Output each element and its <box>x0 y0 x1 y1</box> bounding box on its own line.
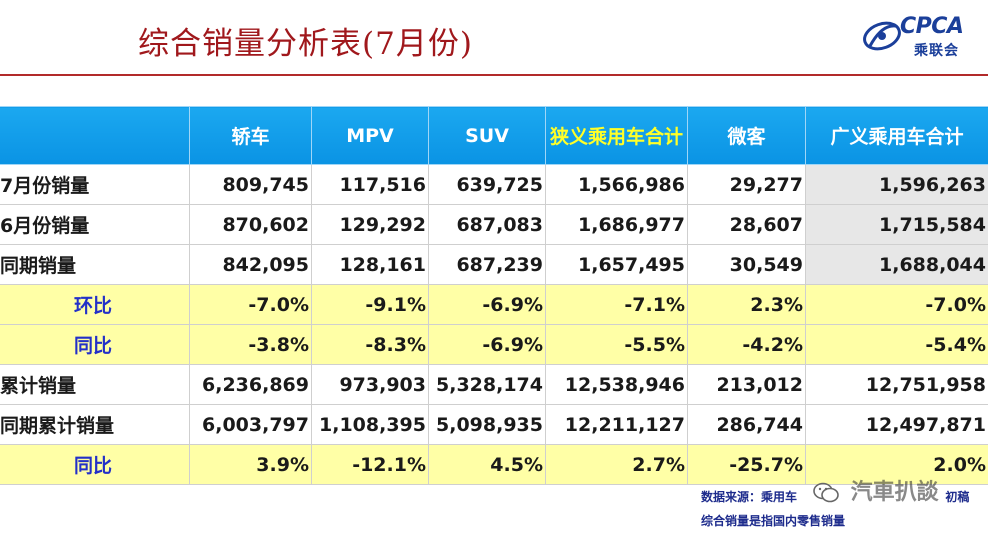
header-cell-narrow-total: 狭义乘用车合计 <box>545 106 688 165</box>
table-cell: -8.3% <box>311 324 429 365</box>
source-note-prefix: 数据来源：乘用车 <box>701 490 798 504</box>
cpca-emblem-icon <box>863 21 901 51</box>
table-cell: 2.0% <box>805 444 988 485</box>
table-cell: -25.7% <box>687 444 806 485</box>
row-label: 同比 <box>0 444 190 485</box>
table-cell: -9.1% <box>311 284 429 325</box>
header-cell-suv: SUV <box>428 106 546 165</box>
title-divider <box>0 74 988 76</box>
table-cell: 2.7% <box>545 444 688 485</box>
table-cell: -7.0% <box>805 284 988 325</box>
header-cell-empty <box>0 106 190 165</box>
table-row: 6月份销量 870,602 129,292 687,083 1,686,977 … <box>0 204 988 245</box>
table-cell: 117,516 <box>311 164 429 205</box>
table-row: 累计销量 6,236,869 973,903 5,328,174 12,538,… <box>0 364 988 405</box>
table-cell: 30,549 <box>687 244 806 285</box>
table-row-ratio: 同比 3.9% -12.1% 4.5% 2.7% -25.7% 2.0% <box>0 444 988 485</box>
table-row-ratio: 环比 -7.0% -9.1% -6.9% -7.1% 2.3% -7.0% <box>0 284 988 325</box>
table-cell: 1,596,263 <box>805 164 988 205</box>
source-note: 数据来源：乘用车 初稿 <box>701 488 969 505</box>
page-title: 综合销量分析表(7月份) <box>138 26 473 62</box>
row-label: 7月份销量 <box>0 164 190 205</box>
logo-text-cn: 乘联会 <box>914 43 959 59</box>
table-cell: 12,211,127 <box>545 404 688 445</box>
table-cell: 1,657,495 <box>545 244 688 285</box>
table-cell: 4.5% <box>428 444 546 485</box>
table-header-row: 轿车 MPV SUV 狭义乘用车合计 微客 广义乘用车合计 <box>0 106 988 165</box>
table-cell: -7.0% <box>189 284 312 325</box>
table-cell: 286,744 <box>687 404 806 445</box>
table-cell: 128,161 <box>311 244 429 285</box>
table-cell: 973,903 <box>311 364 429 405</box>
table-cell: 1,715,584 <box>805 204 988 245</box>
table-cell: 5,328,174 <box>428 364 546 405</box>
table-cell: 842,095 <box>189 244 312 285</box>
source-note-suffix: 初稿 <box>945 490 970 504</box>
definition-note: 综合销量是指国内零售销量 <box>701 514 846 528</box>
row-label: 同比 <box>0 324 190 365</box>
header-cell-sedan: 轿车 <box>189 106 312 165</box>
table-cell: 6,236,869 <box>189 364 312 405</box>
row-label: 同期累计销量 <box>0 404 190 445</box>
table-cell: 12,538,946 <box>545 364 688 405</box>
table-cell: -7.1% <box>545 284 688 325</box>
sales-table: 轿车 MPV SUV 狭义乘用车合计 微客 广义乘用车合计 7月份销量 809,… <box>0 106 988 485</box>
table-cell: 639,725 <box>428 164 546 205</box>
table-cell: 28,607 <box>687 204 806 245</box>
table-cell: 129,292 <box>311 204 429 245</box>
table-cell: 29,277 <box>687 164 806 205</box>
table-cell: 687,239 <box>428 244 546 285</box>
table-cell: 12,497,871 <box>805 404 988 445</box>
table-cell: 12,751,958 <box>805 364 988 405</box>
row-label: 同期销量 <box>0 244 190 285</box>
table-row: 同期累计销量 6,003,797 1,108,395 5,098,935 12,… <box>0 404 988 445</box>
table-cell: -5.4% <box>805 324 988 365</box>
table-cell: 809,745 <box>189 164 312 205</box>
table-cell: -5.5% <box>545 324 688 365</box>
table-cell: 687,083 <box>428 204 546 245</box>
table-cell: -6.9% <box>428 324 546 365</box>
row-label: 6月份销量 <box>0 204 190 245</box>
header-cell-minivan: 微客 <box>687 106 806 165</box>
table-cell: 1,566,986 <box>545 164 688 205</box>
table-cell: 3.9% <box>189 444 312 485</box>
table-cell: 2.3% <box>687 284 806 325</box>
header-cell-mpv: MPV <box>311 106 429 165</box>
wechat-icon <box>813 482 839 503</box>
watermark-text: 汽車扒談 <box>850 480 939 505</box>
table-cell: 1,108,395 <box>311 404 429 445</box>
header-cell-broad-total: 广义乘用车合计 <box>805 106 988 165</box>
table-cell: 6,003,797 <box>189 404 312 445</box>
table-row: 7月份销量 809,745 117,516 639,725 1,566,986 … <box>0 164 988 205</box>
table-cell: -4.2% <box>687 324 806 365</box>
wechat-watermark: 汽車扒談 <box>813 474 939 506</box>
table-cell: 1,686,977 <box>545 204 688 245</box>
row-label: 环比 <box>0 284 190 325</box>
table-row-ratio: 同比 -3.8% -8.3% -6.9% -5.5% -4.2% -5.4% <box>0 324 988 365</box>
row-label: 累计销量 <box>0 364 190 405</box>
table-cell: 870,602 <box>189 204 312 245</box>
table-cell: 213,012 <box>687 364 806 405</box>
table-cell: 5,098,935 <box>428 404 546 445</box>
table-cell: -12.1% <box>311 444 429 485</box>
logo-text-en: CPCA <box>900 14 964 39</box>
table-cell: -3.8% <box>189 324 312 365</box>
cpca-logo: CPCA 乘联会 <box>862 12 984 62</box>
table-cell: 1,688,044 <box>805 244 988 285</box>
table-row: 同期销量 842,095 128,161 687,239 1,657,495 3… <box>0 244 988 285</box>
table-cell: -6.9% <box>428 284 546 325</box>
